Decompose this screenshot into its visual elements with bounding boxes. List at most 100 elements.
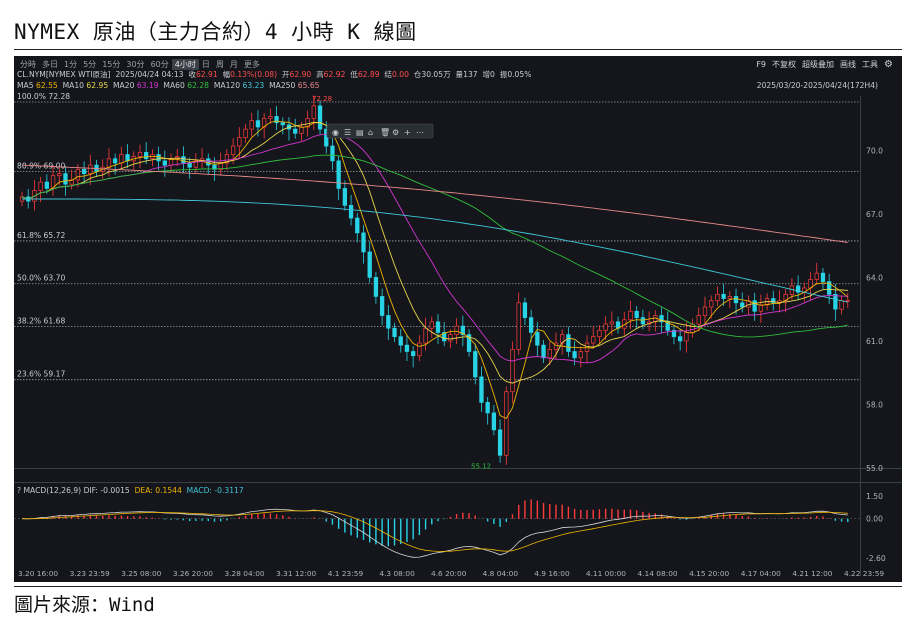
- candle-body: [404, 344, 410, 352]
- macd-collapse-icon[interactable]: ?: [17, 486, 22, 495]
- floating-toolbar: ◉ ☰ ▤ ⌂ 🗑 ⚙ + ⋯: [326, 123, 434, 139]
- x-tick-label: 4.3 08:00: [379, 569, 415, 578]
- candle-body: [75, 169, 81, 181]
- candle-body: [268, 116, 273, 119]
- candle-body: [827, 281, 832, 295]
- candle-body: [317, 105, 323, 130]
- ma60-line: [21, 154, 848, 338]
- candle-body: [671, 329, 677, 338]
- candle-body: [634, 310, 639, 318]
- toolbar-icon: +: [404, 128, 411, 137]
- tab-week[interactable]: 周: [215, 59, 224, 69]
- candle-body: [156, 154, 161, 162]
- tab-day[interactable]: 日: [201, 59, 210, 69]
- candle-body: [355, 217, 360, 234]
- toolbar-icon: 🗑: [380, 128, 390, 137]
- candle-body: [547, 349, 552, 359]
- candle-body: [597, 329, 602, 338]
- candle-body: [125, 154, 130, 162]
- candle-body: [299, 126, 304, 134]
- tools-button[interactable]: 工具: [862, 59, 879, 69]
- candle-body: [795, 285, 801, 293]
- candle-body: [423, 327, 428, 344]
- y-tick-label: 61.0: [866, 337, 883, 346]
- macd-legend: ? MACD(12,26,9) DIF: -0.0015 DEA: 0.1544…: [17, 486, 244, 495]
- candle-body: [665, 321, 670, 331]
- overlay-button[interactable]: 超级叠加: [802, 59, 835, 69]
- candle-body: [63, 173, 68, 185]
- tab-60min[interactable]: 60分: [150, 59, 169, 69]
- ma5-value: 62.55: [36, 81, 58, 90]
- candle-body: [119, 154, 124, 164]
- tab-intraday[interactable]: 分時: [20, 59, 36, 69]
- candle-body: [367, 251, 372, 278]
- candle-body: [491, 412, 497, 431]
- tab-5min[interactable]: 5分: [83, 59, 97, 69]
- candle-body: [230, 145, 236, 155]
- candle-body: [578, 351, 583, 359]
- candle-body: [417, 342, 422, 357]
- increase-value: 0: [490, 70, 495, 79]
- candle-body: [280, 122, 285, 126]
- close-label: 收: [188, 70, 196, 79]
- candle-body: [696, 315, 701, 325]
- toolbar-icon: ◉: [332, 128, 339, 137]
- settings-icon[interactable]: ⚙: [884, 58, 893, 70]
- symbol-label: CL.NYM[NYMEX WTI原油]: [17, 70, 111, 79]
- x-tick-label: 3.20 16:00: [18, 569, 58, 578]
- candle-body: [814, 272, 819, 280]
- candle-body: [485, 401, 490, 414]
- candle-body: [336, 160, 341, 189]
- candle-body: [237, 137, 242, 147]
- candle-body: [293, 128, 298, 134]
- candle-body: [510, 349, 515, 393]
- candle-body: [224, 154, 230, 164]
- dif-label: DIF:: [83, 486, 98, 495]
- low-value: 62.89: [357, 70, 380, 79]
- candle-body: [528, 317, 534, 333]
- tab-more[interactable]: 更多: [243, 59, 260, 69]
- fib-label: 100.0% 72.28: [17, 92, 70, 101]
- tab-month[interactable]: 月: [229, 59, 238, 69]
- candle-body: [591, 336, 596, 344]
- candle-body: [44, 181, 49, 189]
- volume-value: 137: [463, 70, 478, 79]
- toolbar-icon: ⚙: [392, 128, 399, 137]
- candle-body: [137, 152, 143, 157]
- candle-body: [572, 351, 577, 359]
- candle-body: [392, 327, 397, 338]
- ma250-line: [21, 164, 848, 243]
- fib-label: 50.0% 63.70: [17, 274, 65, 283]
- amplitude-value: 0.05%: [507, 70, 532, 79]
- candle-body: [429, 321, 434, 329]
- x-tick-label: 4.17 04:00: [741, 569, 781, 578]
- tab-1min[interactable]: 1分: [64, 59, 78, 69]
- toolbar-icon: ▤: [356, 128, 364, 137]
- tab-multiday[interactable]: 多日: [42, 59, 58, 69]
- candle-body: [435, 321, 441, 333]
- adjust-button[interactable]: 不复权: [772, 59, 797, 69]
- candle-body: [535, 332, 540, 346]
- tab-30min[interactable]: 30分: [126, 59, 145, 69]
- candle-body: [516, 302, 521, 350]
- tab-4hour[interactable]: 4小时: [171, 58, 199, 70]
- macd-value-label: MACD:: [186, 486, 212, 495]
- draw-button[interactable]: 画线: [840, 59, 857, 69]
- candle-body: [659, 315, 664, 323]
- candle-body: [342, 188, 348, 206]
- x-tick-label: 3.28 04:00: [225, 569, 265, 578]
- candle-body: [112, 158, 118, 164]
- ma10-label: MA10: [62, 81, 84, 90]
- x-tick-label: 4.14 08:00: [638, 569, 678, 578]
- y-tick-label: 70.0: [866, 146, 883, 155]
- candle-body: [411, 351, 416, 357]
- candle-body: [473, 351, 478, 378]
- high-value: 62.92: [323, 70, 346, 79]
- candle-body: [398, 336, 403, 346]
- open-value: 62.90: [289, 70, 312, 79]
- f9-button[interactable]: F9: [756, 59, 767, 69]
- candle-body: [566, 334, 571, 352]
- y-tick-label: 55.0: [866, 464, 883, 473]
- tab-15min[interactable]: 15分: [102, 59, 121, 69]
